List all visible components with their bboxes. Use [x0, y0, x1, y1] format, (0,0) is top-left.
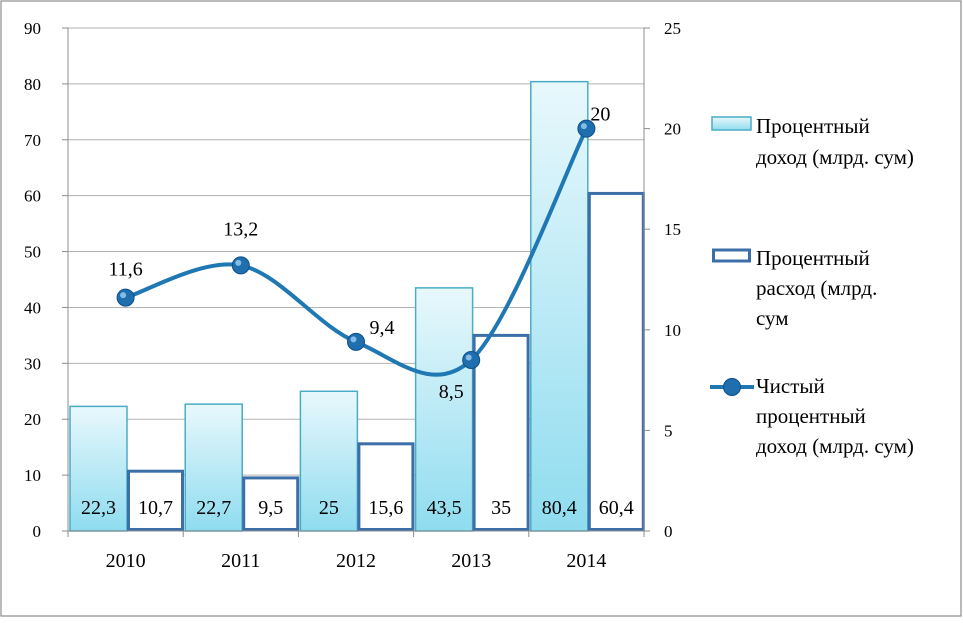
legend-label-expense: Процентный — [756, 246, 870, 270]
expense-bar — [127, 469, 184, 531]
y-left-tick-label: 40 — [24, 298, 41, 317]
expense-bar — [357, 442, 415, 531]
legend-label-net: доход (млрд. сум) — [756, 434, 914, 458]
income-bar — [299, 390, 359, 532]
x-tick-label: 2014 — [566, 550, 606, 572]
y-right-tick-label: 25 — [664, 19, 681, 38]
x-tick-label: 2012 — [336, 550, 376, 572]
bars — [69, 80, 645, 532]
marker-highlight — [350, 336, 357, 343]
income-bar — [530, 80, 589, 532]
y-right-tick-label: 10 — [664, 321, 681, 340]
income-bar-label: 43,5 — [427, 497, 462, 519]
y-left-tick-label: 50 — [24, 243, 41, 262]
legend-swatch-income — [711, 116, 752, 131]
y-right-tick-label: 15 — [664, 220, 681, 239]
marker-highlight — [580, 123, 587, 130]
y-left-tick-label: 20 — [24, 410, 41, 429]
y-right-tick-label: 5 — [664, 421, 673, 440]
legend-swatch-expense — [712, 248, 751, 263]
y-left-tick-label: 80 — [24, 75, 41, 94]
net-income-marker — [231, 256, 250, 275]
net-income-line — [116, 119, 596, 377]
net-income-label: 11,6 — [108, 259, 142, 281]
y-left-tick-label: 70 — [24, 131, 41, 150]
net-income-label: 9,4 — [370, 317, 395, 339]
expense-bar — [242, 476, 300, 531]
income-bar — [414, 287, 474, 532]
marker-highlight — [120, 292, 127, 299]
marker-highlight — [235, 259, 242, 266]
net-income-label: 20 — [590, 104, 610, 126]
legend-label-income: доход (млрд. сум) — [756, 145, 914, 169]
data-labels: 22,3 10,7 22,7 9,5 25 15,6 43,5 35 80,4 60,4 11,6 1… — [81, 104, 634, 519]
y-left-tick-label: 30 — [24, 354, 41, 373]
x-tick-label: 2010 — [106, 550, 146, 572]
net-income-label: 13,2 — [223, 218, 258, 240]
y-right-tick-label: 20 — [664, 120, 681, 139]
legend-label-expense: расход (млрд. — [756, 276, 877, 300]
legend-label-net: Чистый — [756, 374, 825, 398]
expense-bar-label: 35 — [491, 497, 511, 519]
expense-bar — [587, 191, 645, 531]
expense-bar — [472, 333, 530, 531]
expense-bar-label: 9,5 — [258, 497, 283, 519]
x-tick-label: 2013 — [451, 550, 491, 572]
expense-bar-label: 10,7 — [138, 497, 173, 519]
income-bar-label: 22,3 — [81, 497, 116, 519]
y-left-tick-label: 60 — [24, 187, 41, 206]
income-bar-label: 22,7 — [196, 497, 231, 519]
legend-label-net: процентный — [756, 404, 866, 428]
y-left-tick-label: 0 — [33, 522, 42, 541]
net-income-label: 8,5 — [439, 381, 464, 403]
expense-bar-label: 60,4 — [599, 497, 634, 519]
x-tick-label: 2011 — [221, 550, 260, 572]
net-income-curve — [123, 126, 589, 377]
net-income-marker — [347, 332, 365, 351]
income-bar-label: 25 — [319, 497, 339, 519]
marker-highlight — [465, 354, 472, 361]
y-right-tick-label: 0 — [664, 522, 673, 541]
y-left-tick-label: 10 — [24, 466, 41, 485]
expense-bar-label: 15,6 — [368, 497, 403, 519]
net-income-marker — [116, 288, 135, 307]
y-left-tick-label: 90 — [24, 19, 41, 38]
income-bar-label: 80,4 — [542, 497, 577, 519]
legend-label-income: Процентный — [756, 114, 870, 138]
legend: Процентный доход (млрд. сум) Процентный рас… — [710, 114, 914, 458]
net-income-marker — [462, 350, 481, 369]
legend-swatch-net-marker — [723, 378, 741, 396]
legend-label-expense: сум — [756, 306, 789, 330]
